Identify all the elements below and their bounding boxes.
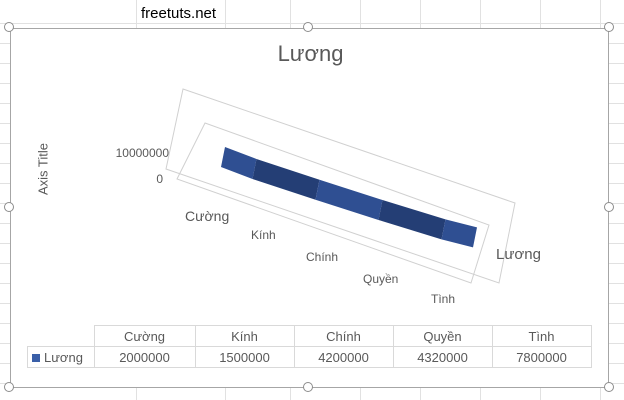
resize-handle-top[interactable] [303, 22, 313, 32]
cell-text[interactable]: freetuts.net [141, 5, 217, 22]
resize-handle-bottom-left[interactable] [4, 382, 14, 392]
series-ribbon[interactable] [221, 147, 478, 248]
ribbon-segment-5[interactable] [441, 219, 478, 248]
resize-handle-bottom-right[interactable] [604, 382, 614, 392]
table-cell: 7800000 [491, 346, 592, 368]
floor-outline [176, 122, 490, 284]
table-header: Tình [491, 325, 592, 347]
table-cell: 2000000 [93, 346, 196, 368]
ribbon-segment-2[interactable] [252, 159, 320, 200]
category-label: Chính [306, 250, 338, 264]
table-row: Lương 2000000 1500000 4200000 4320000 78… [27, 346, 592, 368]
y-axis-ticks: 10000000 0 [116, 146, 170, 186]
legend-label: Lương [44, 349, 83, 365]
ribbon-segment-3[interactable] [315, 179, 383, 220]
ribbon-segment-4[interactable] [378, 199, 446, 240]
table-cell: 4200000 [293, 346, 394, 368]
table-header: Chính [293, 325, 394, 347]
chart-title[interactable]: Lương [277, 41, 344, 66]
legend-key-swatch [32, 354, 40, 363]
resize-handle-top-left[interactable] [4, 22, 14, 32]
table-header: Quyền [392, 325, 493, 347]
category-label: Tình [431, 292, 455, 306]
back-wall-outline [165, 88, 516, 284]
table-corner [27, 325, 95, 347]
table-header: Kính [194, 325, 295, 347]
resize-handle-right[interactable] [604, 202, 614, 212]
resize-handle-top-right[interactable] [604, 22, 614, 32]
chart-area[interactable]: Lương Axis Title 10000000 0 Cường Kính Chín… [10, 28, 609, 388]
category-label: Kính [251, 228, 276, 242]
depth-axis-label: Lương [496, 246, 541, 263]
legend-entry[interactable]: Lương [27, 346, 95, 368]
table-header: Cường [93, 325, 196, 347]
category-label: Quyền [363, 272, 398, 286]
category-labels: Cường Kính Chính Quyền Tình [185, 208, 455, 306]
resize-handle-left[interactable] [4, 202, 14, 212]
y-tick-label: 10000000 [116, 146, 170, 160]
table-cell: 1500000 [194, 346, 295, 368]
category-label: Cường [185, 208, 229, 224]
data-table[interactable]: Cường Kính Chính Quyền Tình Lương 200000… [27, 325, 592, 368]
ribbon-segment-1[interactable] [221, 147, 257, 179]
resize-handle-bottom[interactable] [303, 382, 313, 392]
y-tick-label: 0 [156, 172, 163, 186]
table-cell: 4320000 [392, 346, 493, 368]
table-header-row: Cường Kính Chính Quyền Tình [27, 325, 592, 347]
